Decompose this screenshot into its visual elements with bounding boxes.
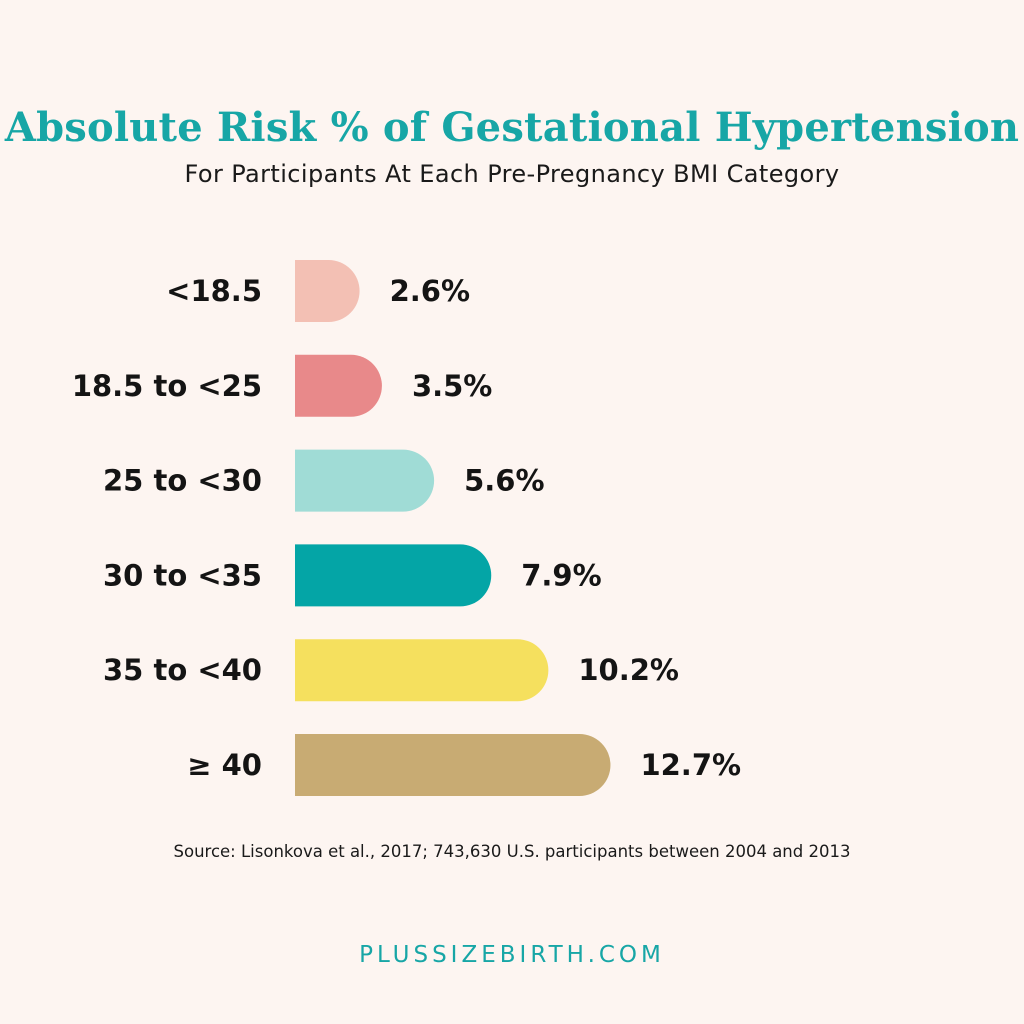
- site-url[interactable]: PLUSSIZEBIRTH.COM: [359, 942, 665, 968]
- value-label: 2.6%: [390, 274, 470, 308]
- chart-subtitle: For Participants At Each Pre-Pregnancy B…: [184, 160, 840, 188]
- bar: [295, 260, 360, 322]
- bar: [295, 639, 549, 702]
- chart-title: Absolute Risk % of Gestational Hypertens…: [4, 104, 1020, 151]
- category-label: ≥ 40: [187, 748, 262, 782]
- category-label: 25 to <30: [103, 464, 262, 498]
- value-label: 5.6%: [464, 464, 544, 498]
- value-label: 10.2%: [578, 653, 679, 687]
- bar-chart: <18.5 2.6% 18.5 to <25 3.5% 25 to <30 5.6% 30 …: [72, 260, 741, 796]
- source-note: Source: Lisonkova et al., 2017; 743,630 …: [173, 842, 851, 861]
- value-label: 12.7%: [640, 748, 741, 782]
- value-label: 3.5%: [412, 369, 492, 403]
- value-label: 7.9%: [521, 558, 601, 592]
- category-label: <18.5: [166, 274, 262, 308]
- bar: [295, 449, 435, 512]
- category-label: 35 to <40: [103, 653, 262, 687]
- bar: [295, 734, 611, 796]
- bar: [295, 544, 492, 607]
- category-label: 18.5 to <25: [72, 369, 262, 403]
- bar: [295, 354, 382, 417]
- category-label: 30 to <35: [103, 558, 262, 592]
